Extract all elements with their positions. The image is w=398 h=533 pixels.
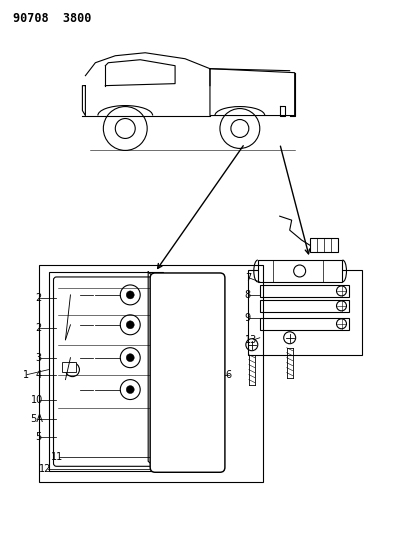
Bar bbox=[157, 416, 218, 462]
Bar bbox=[260, 318, 349, 330]
Text: 4: 4 bbox=[35, 369, 42, 379]
Text: 12: 12 bbox=[39, 464, 51, 474]
Bar bbox=[62, 362, 76, 372]
Text: 11: 11 bbox=[51, 453, 63, 462]
Bar bbox=[157, 346, 218, 377]
Bar bbox=[260, 300, 349, 312]
Text: 9: 9 bbox=[245, 313, 251, 323]
Text: 7: 7 bbox=[245, 273, 251, 283]
Text: 3: 3 bbox=[35, 353, 42, 362]
Text: 13: 13 bbox=[245, 335, 257, 345]
Circle shape bbox=[126, 321, 134, 329]
Circle shape bbox=[126, 354, 134, 362]
Bar bbox=[39, 265, 263, 482]
Bar bbox=[258, 260, 343, 282]
Text: 1: 1 bbox=[23, 369, 29, 379]
Circle shape bbox=[126, 291, 134, 299]
Text: 5A: 5A bbox=[31, 415, 43, 424]
Text: 6: 6 bbox=[225, 369, 231, 379]
Text: 2: 2 bbox=[35, 323, 42, 333]
Text: 5: 5 bbox=[35, 432, 42, 442]
Bar bbox=[310, 238, 338, 252]
FancyBboxPatch shape bbox=[53, 277, 158, 466]
Bar bbox=[260, 285, 349, 297]
Text: 10: 10 bbox=[31, 394, 43, 405]
Text: 90708  3800: 90708 3800 bbox=[13, 12, 91, 26]
FancyBboxPatch shape bbox=[150, 273, 225, 472]
Circle shape bbox=[126, 385, 134, 393]
Text: 2: 2 bbox=[35, 293, 42, 303]
Bar bbox=[49, 272, 163, 471]
Text: 8: 8 bbox=[245, 290, 251, 300]
Bar bbox=[248, 270, 363, 354]
